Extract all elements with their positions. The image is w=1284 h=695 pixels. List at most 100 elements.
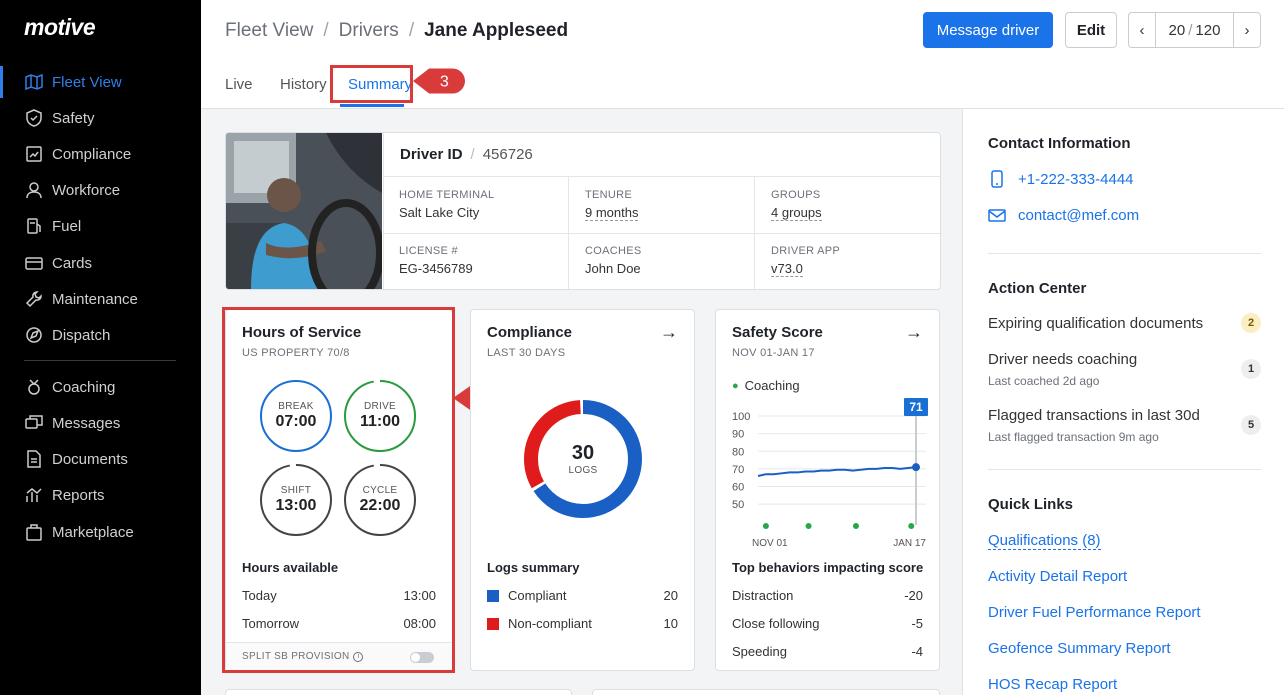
action-flagged-transactions[interactable]: Flagged transactions in last 30d Last fl… — [988, 407, 1261, 444]
arrow-right-icon[interactable]: → — [905, 322, 923, 342]
sidebar-item-dispatch[interactable]: Dispatch — [0, 317, 201, 353]
compliance-icon — [24, 144, 44, 164]
logs-row-compliant: Compliant 20 — [487, 588, 678, 603]
field-groups: GROUPS 4 groups — [771, 189, 822, 221]
logs-row-non-compliant: Non-compliant 10 — [487, 616, 678, 631]
link-activity-detail-report[interactable]: Activity Detail Report — [988, 568, 1128, 585]
sidebar-item-cards[interactable]: Cards — [0, 245, 201, 281]
sidebar-item-safety[interactable]: Safety — [0, 100, 201, 136]
sidebar-item-maintenance[interactable]: Maintenance — [0, 281, 201, 317]
sidebar-item-coaching[interactable]: Coaching — [0, 369, 201, 405]
drive-ring: DRIVE 11:00 — [343, 379, 417, 453]
sidebar-item-label: Documents — [52, 450, 128, 468]
breadcrumb-drivers[interactable]: Drivers — [338, 20, 399, 41]
coaching-marker — [762, 523, 769, 529]
field-home-terminal: HOME TERMINAL Salt Lake City — [399, 189, 495, 220]
svg-text:3: 3 — [440, 72, 449, 90]
card-title: Compliance — [487, 324, 573, 341]
info-icon[interactable]: i — [353, 651, 364, 662]
chart-legend: ● Coaching — [732, 378, 800, 393]
count-badge: 1 — [1241, 359, 1261, 379]
sidebar-item-fuel[interactable]: Fuel — [0, 208, 201, 244]
sidebar-item-label: Safety — [52, 109, 95, 127]
field-driver-app: DRIVER APP v73.0 — [771, 245, 841, 277]
hours-available-title: Hours available — [242, 560, 339, 575]
bottom-card-left — [225, 689, 572, 695]
motive-logo[interactable]: motive — [24, 14, 96, 40]
card-subtitle: LAST 30 DAYS — [487, 347, 566, 359]
sidebar-item-workforce[interactable]: Workforce — [0, 172, 201, 208]
donut-center: 30 LOGS — [568, 442, 598, 476]
coaching-legend-dot: ● — [732, 379, 739, 392]
link-geofence-summary-report[interactable]: Geofence Summary Report — [988, 640, 1171, 657]
chevron-right-icon[interactable]: › — [1233, 13, 1260, 47]
highlight-hos-card — [222, 307, 455, 673]
tab-live[interactable]: Live — [225, 76, 253, 93]
map-icon — [24, 72, 44, 92]
action-driver-coaching[interactable]: Driver needs coaching Last coached 2d ag… — [988, 351, 1261, 388]
sidebar-item-reports[interactable]: Reports — [0, 477, 201, 513]
email-link[interactable]: contact@mef.com — [988, 206, 1139, 224]
count-badge: 2 — [1241, 313, 1261, 333]
sidebar-item-messages[interactable]: Messages — [0, 405, 201, 441]
cycle-ring: CYCLE 22:00 — [343, 463, 417, 537]
sidebar-item-fleet-view[interactable]: Fleet View — [0, 64, 201, 100]
hos-ring-arc — [260, 464, 332, 536]
behavior-row-distraction: Distraction -20 — [732, 588, 923, 603]
link-qualifications[interactable]: Qualifications (8) — [988, 532, 1101, 550]
sidebar-item-label: Marketplace — [52, 523, 134, 541]
safety-score-card[interactable]: Safety Score NOV 01-JAN 17 → ● Coaching … — [715, 309, 940, 671]
split-sb-provision: SPLIT SB PROVISION i — [226, 642, 452, 670]
edit-button[interactable]: Edit — [1065, 12, 1117, 48]
sidebar-item-marketplace[interactable]: Marketplace — [0, 514, 201, 550]
y-tick-label: 70 — [732, 464, 744, 476]
message-driver-button[interactable]: Message driver — [923, 12, 1053, 48]
fuel-icon — [24, 216, 44, 236]
sidebar-item-label: Reports — [52, 486, 105, 504]
messages-icon — [24, 413, 44, 433]
donut-segment-non-compliant — [524, 400, 642, 518]
sidebar-item-documents[interactable]: Documents — [0, 441, 201, 477]
coaching-icon — [24, 377, 44, 397]
driver-photo — [226, 133, 382, 289]
score-badge — [904, 398, 928, 416]
right-panel-divider — [962, 109, 963, 695]
behavior-row-speeding: Speeding -4 — [732, 644, 923, 659]
y-tick-label: 80 — [732, 446, 744, 458]
x-tick-label: NOV 01 — [752, 538, 788, 548]
hos-ring-arc — [344, 380, 416, 452]
mail-icon — [988, 209, 1006, 222]
action-center-title: Action Center — [988, 280, 1087, 297]
sidebar-divider — [24, 360, 176, 361]
action-expiring-documents[interactable]: Expiring qualification documents 2 — [988, 313, 1261, 333]
legend-swatch-blue — [487, 589, 499, 602]
phone-link[interactable]: +1-222-333-4444 — [988, 170, 1134, 188]
break-ring: BREAK 07:00 — [259, 379, 333, 453]
callout-marker-3: 3 — [413, 68, 465, 94]
logs-summary-title: Logs summary — [487, 560, 580, 575]
phone-icon — [991, 170, 1003, 188]
hos-ring-arc — [344, 464, 416, 536]
link-driver-fuel-performance-report[interactable]: Driver Fuel Performance Report — [988, 604, 1201, 621]
field-coaches: COACHES John Doe — [585, 245, 642, 276]
sidebar-item-compliance[interactable]: Compliance — [0, 136, 201, 172]
sidebar-item-label: Fleet View — [52, 73, 122, 91]
document-icon — [24, 449, 44, 469]
arrow-right-icon[interactable]: → — [660, 322, 678, 342]
card-subtitle: NOV 01-JAN 17 — [732, 347, 815, 359]
y-tick-label: 90 — [732, 429, 744, 441]
y-tick-label: 50 — [732, 499, 744, 511]
chevron-left-icon[interactable]: ‹ — [1129, 13, 1156, 47]
compliance-card[interactable]: Compliance LAST 30 DAYS → 30 LOGS Logs s… — [470, 309, 695, 671]
hours-row-today: Today 13:00 — [242, 588, 436, 603]
card-title: Hours of Service — [242, 324, 362, 341]
hours-of-service-card[interactable]: Hours of Service US PROPERTY 70/8 BREAK 0… — [225, 309, 453, 671]
y-tick-label: 60 — [732, 482, 744, 494]
link-hos-recap-report[interactable]: HOS Recap Report — [988, 676, 1118, 693]
split-sb-toggle[interactable] — [410, 652, 434, 663]
tab-history[interactable]: History — [280, 76, 327, 93]
tab-summary[interactable]: Summary — [348, 76, 413, 93]
coaching-marker — [805, 523, 812, 529]
card-subtitle: US PROPERTY 70/8 — [242, 347, 350, 359]
breadcrumb-fleet-view[interactable]: Fleet View — [225, 20, 314, 41]
